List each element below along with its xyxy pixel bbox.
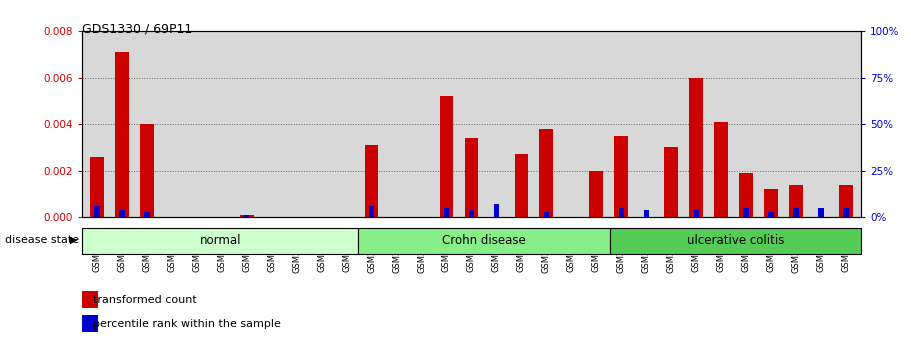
Bar (609, 228, 861, 254)
Bar (144, 212, 149, 217)
Bar (440, 96, 454, 217)
Bar (818, 208, 824, 217)
Bar (693, 210, 699, 217)
Bar (768, 212, 773, 217)
Bar (544, 212, 549, 217)
Text: GDS1330 / 69P11: GDS1330 / 69P11 (82, 22, 192, 36)
Bar (793, 208, 799, 217)
Text: normal: normal (200, 234, 241, 247)
Text: percentile rank within the sample: percentile rank within the sample (94, 319, 281, 329)
Bar (643, 210, 649, 217)
Bar (714, 122, 728, 217)
Text: ▶: ▶ (70, 235, 77, 245)
Bar (115, 52, 128, 217)
Bar (465, 138, 478, 217)
Bar (82, 228, 358, 254)
Bar (839, 185, 853, 217)
Bar (82, 315, 98, 332)
Bar (90, 157, 104, 217)
Bar (690, 78, 703, 217)
Bar (539, 129, 553, 217)
Bar (764, 189, 778, 217)
Text: transformed count: transformed count (94, 295, 197, 305)
Bar (358, 228, 609, 254)
Text: ulcerative colitis: ulcerative colitis (687, 234, 784, 247)
Bar (515, 155, 528, 217)
Text: Crohn disease: Crohn disease (442, 234, 526, 247)
Bar (369, 206, 374, 217)
Bar (844, 208, 848, 217)
Bar (494, 204, 499, 217)
Bar (469, 210, 474, 217)
Bar (140, 124, 154, 217)
Bar (664, 148, 678, 217)
Bar (619, 208, 624, 217)
Bar (589, 171, 603, 217)
Bar (95, 206, 99, 217)
Bar (244, 216, 250, 217)
Bar (743, 208, 749, 217)
Bar (82, 291, 98, 308)
Bar (789, 185, 803, 217)
Bar (364, 145, 378, 217)
Bar (240, 215, 253, 217)
Bar (444, 208, 449, 217)
Bar (614, 136, 628, 217)
Bar (739, 173, 752, 217)
Bar (119, 210, 125, 217)
Text: disease state: disease state (5, 235, 78, 245)
